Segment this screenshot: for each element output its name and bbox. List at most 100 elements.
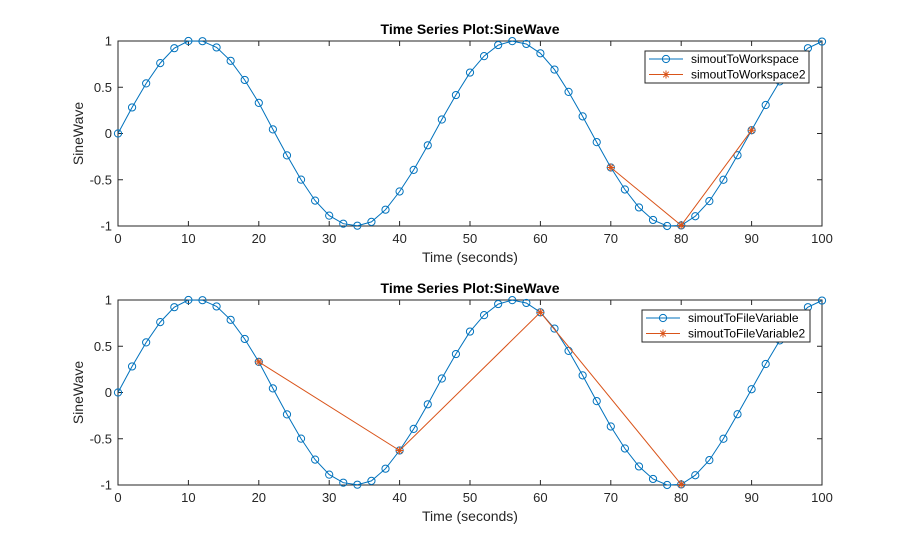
- x-tick-label: 100: [811, 490, 833, 505]
- data-point-asterisk: [606, 163, 615, 172]
- data-point-circle: [339, 219, 348, 228]
- x-tick-label: 50: [463, 231, 477, 246]
- x-tick-label: 70: [604, 490, 618, 505]
- data-point-circle: [747, 385, 756, 394]
- data-point-circle: [522, 298, 531, 308]
- data-point-asterisk: [677, 480, 686, 489]
- data-point-circle: [268, 384, 277, 393]
- data-point-circle: [184, 295, 193, 305]
- x-tick-label: 80: [674, 231, 688, 246]
- x-tick-label: 10: [181, 231, 195, 246]
- legend: simoutToFileVariable simoutToFileVariable…: [641, 309, 811, 343]
- data-point-circle: [113, 129, 123, 138]
- data-point-circle: [663, 480, 672, 490]
- data-point-circle: [353, 480, 362, 489]
- data-point-circle: [198, 296, 207, 305]
- y-tick-label: -0.5: [90, 431, 112, 446]
- data-point-circle: [648, 474, 658, 484]
- data-point-circle: [437, 374, 446, 383]
- y-tick-label: 0.5: [94, 80, 112, 95]
- y-tick-label: 0: [105, 126, 112, 141]
- data-point-asterisk: [395, 446, 404, 455]
- data-point-circle: [325, 211, 334, 220]
- data-point-circle: [381, 464, 390, 473]
- y-tick-label: -0.5: [90, 172, 112, 187]
- x-tick-label: 20: [252, 490, 266, 505]
- chart-2: 0 10 20 30 40 50 60 70 80 90 100 1 0.5 0 -0.5 -1 Time Se…: [70, 280, 833, 524]
- legend-entry-label: simoutToWorkspace2: [691, 68, 806, 82]
- data-point-circle: [648, 215, 658, 225]
- data-point-circle: [240, 334, 249, 344]
- chart-title: Time Series Plot:SineWave: [381, 21, 560, 37]
- data-point-circle: [282, 151, 292, 160]
- x-tick-label: 20: [252, 231, 266, 246]
- data-point-circle: [508, 296, 517, 305]
- x-tick-label: 80: [674, 490, 688, 505]
- data-point-circle: [451, 349, 461, 359]
- data-point-circle: [634, 462, 644, 471]
- data-point-circle: [212, 302, 221, 311]
- data-point-circle: [142, 79, 151, 88]
- data-point-circle: [226, 315, 235, 324]
- legend-marker-asterisk: [659, 329, 667, 338]
- data-point-circle: [465, 327, 475, 336]
- data-point-circle: [578, 371, 587, 380]
- data-point-circle: [592, 138, 601, 147]
- data-point-circle: [381, 205, 390, 214]
- data-point-circle: [733, 151, 742, 160]
- data-point-circle: [198, 37, 207, 46]
- data-point-circle: [282, 410, 292, 419]
- data-point-circle: [451, 90, 461, 100]
- data-point-circle: [550, 324, 559, 333]
- data-point-asterisk: [536, 308, 545, 317]
- y-tick-label: -1: [100, 478, 112, 493]
- data-point-circle: [339, 478, 348, 487]
- data-point-circle: [536, 49, 545, 58]
- data-point-circle: [409, 165, 418, 174]
- data-point-circle: [634, 203, 644, 212]
- legend-box: [641, 309, 811, 343]
- data-point-circle: [212, 43, 221, 52]
- data-point-circle: [353, 221, 362, 230]
- chart-1: 0 10 20 30 40 50 60 70 80 90 100 1 0.5 0 -0.5 -1 Time Se…: [70, 21, 833, 265]
- data-point-circle: [395, 187, 404, 196]
- data-point-asterisk: [677, 221, 686, 230]
- data-point-circle: [156, 318, 165, 327]
- x-tick-label: 10: [181, 490, 195, 505]
- data-point-circle: [268, 125, 277, 134]
- y-tick-label: 1: [105, 34, 112, 49]
- data-point-circle: [494, 299, 503, 309]
- data-point-circle: [240, 75, 249, 85]
- data-point-circle: [564, 87, 573, 96]
- x-tick-label: 60: [533, 231, 547, 246]
- data-point-circle: [733, 410, 742, 419]
- data-point-circle: [127, 103, 137, 112]
- data-point-circle: [296, 175, 306, 184]
- x-axis-label: Time (seconds): [422, 249, 518, 265]
- x-axis-label: Time (seconds): [422, 508, 518, 524]
- data-point-circle: [719, 175, 728, 184]
- data-point-asterisk: [747, 126, 756, 135]
- data-point-circle: [423, 141, 432, 150]
- series-line-2: [258, 311, 682, 485]
- legend-marker-circle: [661, 54, 671, 64]
- data-point-circle: [550, 65, 559, 74]
- data-point-circle: [127, 362, 137, 371]
- data-point-circle: [494, 40, 503, 50]
- legend-entry-label: simoutToWorkspace: [691, 52, 799, 66]
- data-point-asterisk: [254, 357, 263, 366]
- data-point-circle: [691, 471, 700, 480]
- data-point-circle: [423, 400, 432, 409]
- data-point-circle: [170, 303, 179, 312]
- data-point-circle: [592, 397, 601, 406]
- data-point-circle: [705, 197, 714, 206]
- series-line-1: [117, 40, 823, 227]
- y-axis-label: SineWave: [70, 361, 86, 425]
- y-tick-label: 1: [105, 293, 112, 308]
- x-tick-label: 70: [604, 231, 618, 246]
- data-point-circle: [254, 98, 263, 108]
- data-point-circle: [113, 388, 123, 397]
- data-point-circle: [620, 185, 629, 194]
- x-tick-label: 90: [744, 231, 758, 246]
